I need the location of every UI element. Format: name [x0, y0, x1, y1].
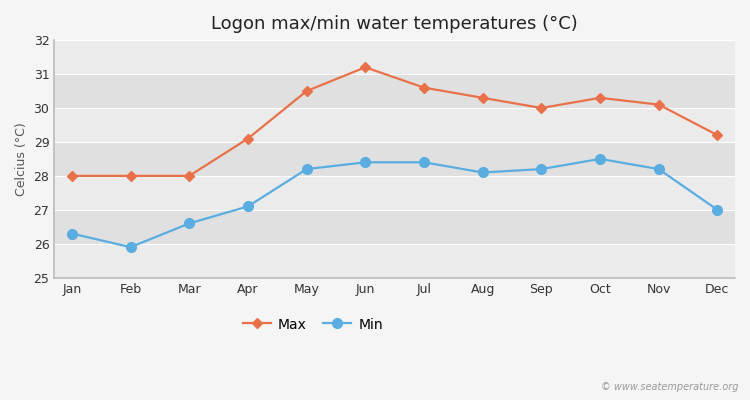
Max — [126, 174, 135, 178]
Min — [126, 245, 135, 250]
Legend: Max, Min: Max, Min — [238, 312, 388, 337]
Max — [302, 89, 311, 94]
Bar — [54, 40, 735, 74]
Max — [654, 102, 663, 107]
Bar — [54, 176, 735, 210]
Min — [302, 167, 311, 172]
Min — [68, 231, 76, 236]
Min — [478, 170, 488, 175]
Title: Logon max/min water temperatures (°C): Logon max/min water temperatures (°C) — [211, 15, 578, 33]
Max — [419, 85, 428, 90]
Min — [654, 167, 663, 172]
Min — [419, 160, 428, 165]
Line: Min: Min — [67, 154, 722, 252]
Max — [596, 96, 604, 100]
Max — [184, 174, 194, 178]
Min — [713, 208, 722, 212]
Min — [596, 156, 604, 161]
Max — [244, 136, 253, 141]
Max — [537, 106, 546, 110]
Bar — [54, 244, 735, 278]
Min — [537, 167, 546, 172]
Max — [713, 133, 722, 138]
Text: © www.seatemperature.org: © www.seatemperature.org — [602, 382, 739, 392]
Min — [244, 204, 253, 209]
Line: Max: Max — [68, 64, 721, 179]
Min — [361, 160, 370, 165]
Y-axis label: Celcius (°C): Celcius (°C) — [15, 122, 28, 196]
Max — [68, 174, 76, 178]
Max — [478, 96, 488, 100]
Bar — [54, 108, 735, 142]
Bar — [54, 142, 735, 176]
Bar — [54, 74, 735, 108]
Max — [361, 65, 370, 70]
Bar — [54, 210, 735, 244]
Min — [184, 221, 194, 226]
